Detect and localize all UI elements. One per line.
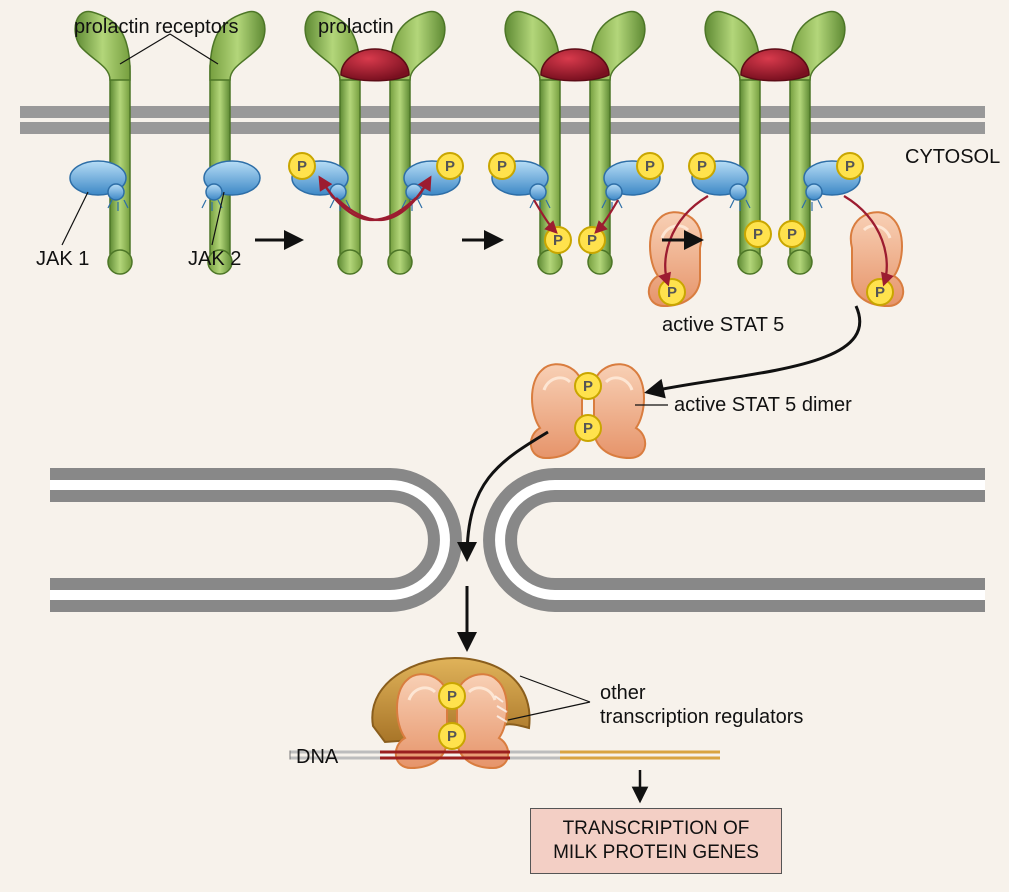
label-active-stat5-dimer: active STAT 5 dimer [674, 394, 852, 417]
stat5-dimer-free [531, 364, 645, 458]
stage-3 [489, 12, 663, 274]
label-prolactin-receptors: prolactin receptors [74, 16, 239, 39]
label-jak2: JAK 2 [188, 248, 241, 271]
diagram-canvas: P [0, 0, 1009, 892]
label-prolactin: prolactin [318, 16, 394, 39]
stage-1 [62, 12, 265, 274]
stage-2 [289, 12, 463, 274]
label-dna: DNA [296, 746, 338, 769]
label-other-tx-2: transcription regulators [600, 706, 803, 729]
label-active-stat5: active STAT 5 [662, 314, 784, 337]
stage-4 [649, 12, 903, 306]
nuclear-envelope [50, 485, 985, 595]
label-jak1: JAK 1 [36, 248, 89, 271]
result-line-1: TRANSCRIPTION OF [545, 817, 767, 841]
result-line-2: MILK PROTEIN GENES [545, 841, 767, 865]
result-box: TRANSCRIPTION OF MILK PROTEIN GENES [530, 808, 782, 874]
label-other-tx-1: other [600, 682, 646, 705]
plasma-membrane [20, 106, 985, 134]
label-cytosol: CYTOSOL [905, 146, 1000, 169]
